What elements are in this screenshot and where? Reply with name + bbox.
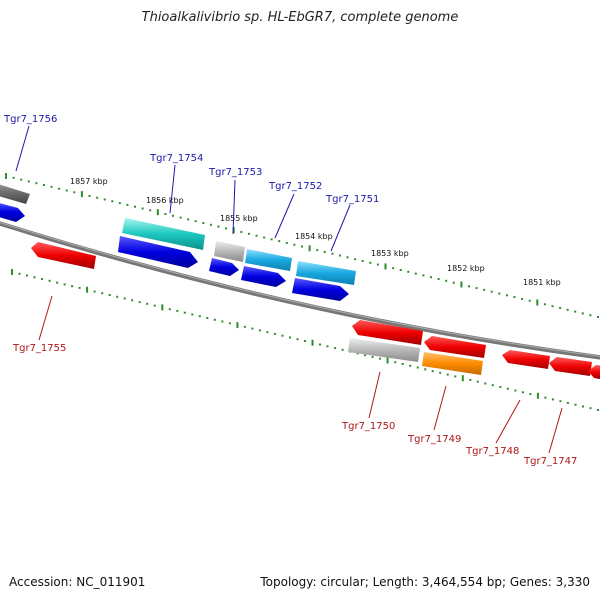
feature-gray-1750[interactable]: [348, 338, 420, 362]
cds-arrow-1752[interactable]: [241, 266, 286, 287]
kbp-label-1853: 1853 kbp: [371, 249, 409, 258]
gene-label-1750[interactable]: Tgr7_1750: [341, 421, 395, 432]
map-title: Thioalkalivibrio sp. HL-EbGR7, complete …: [141, 10, 459, 25]
outer-scale-ticks: [5, 173, 599, 318]
feature-cyan-1752[interactable]: [245, 249, 292, 271]
gene-labels-reverse: Tgr7_1755 Tgr7_1750 Tgr7_1749 Tgr7_1748 …: [12, 343, 577, 467]
kbp-label-1857: 1857 kbp: [70, 177, 108, 186]
cds-arrow-1754[interactable]: [118, 236, 198, 268]
kbp-scale-labels: 1857 kbp 1856 kbp 1855 kbp 1854 kbp 1853…: [70, 177, 561, 287]
feature-orange-1749[interactable]: [422, 352, 483, 375]
kbp-label-1854: 1854 kbp: [295, 232, 333, 241]
gene-label-1755[interactable]: Tgr7_1755: [12, 343, 66, 354]
gene-label-1751[interactable]: Tgr7_1751: [325, 194, 379, 205]
cds-arrow-edge[interactable]: [588, 365, 600, 380]
feature-cyan-1751[interactable]: [296, 261, 356, 285]
cds-arrow-1751[interactable]: [292, 278, 349, 301]
cds-reverse-track: [31, 242, 600, 380]
gene-label-1752[interactable]: Tgr7_1752: [268, 181, 322, 192]
cds-arrow-1750a[interactable]: [352, 320, 423, 345]
topology-text: Topology: circular; Length: 3,464,554 bp…: [260, 575, 590, 589]
kbp-label-1851: 1851 kbp: [523, 278, 561, 287]
kbp-label-1856: 1856 kbp: [146, 196, 184, 205]
genome-backbone: [0, 221, 600, 360]
inner-scale-ticks: [11, 269, 599, 411]
gene-label-1754[interactable]: Tgr7_1754: [149, 153, 203, 164]
gene-label-1747[interactable]: Tgr7_1747: [523, 456, 577, 467]
gene-label-1756[interactable]: Tgr7_1756: [3, 114, 57, 125]
feature-track-inner: [348, 338, 483, 375]
cds-arrow-1749a[interactable]: [424, 336, 486, 358]
cds-arrow-1747[interactable]: [549, 357, 592, 376]
gene-label-1749[interactable]: Tgr7_1749: [407, 434, 461, 445]
accession-text: Accession: NC_011901: [9, 575, 146, 589]
cds-arrow-1756[interactable]: [0, 202, 25, 222]
label-leaders: [15, 125, 563, 454]
kbp-label-1852: 1852 kbp: [447, 264, 485, 273]
feature-track-outer: [0, 183, 356, 285]
cds-arrow-1755[interactable]: [31, 242, 96, 269]
kbp-label-1855: 1855 kbp: [220, 214, 258, 223]
gene-labels-forward: Tgr7_1756 Tgr7_1754 Tgr7_1753 Tgr7_1752 …: [3, 114, 379, 205]
feature-teal-1754[interactable]: [122, 218, 205, 250]
feature-gray-1753[interactable]: [214, 241, 245, 262]
cds-forward-track: [0, 202, 349, 301]
feature-dark-gray[interactable]: [0, 183, 30, 204]
cds-arrow-1753a[interactable]: [209, 258, 239, 276]
gene-label-1753[interactable]: Tgr7_1753: [208, 167, 262, 178]
gene-label-1748[interactable]: Tgr7_1748: [465, 446, 519, 457]
cds-arrow-1748[interactable]: [502, 350, 550, 369]
